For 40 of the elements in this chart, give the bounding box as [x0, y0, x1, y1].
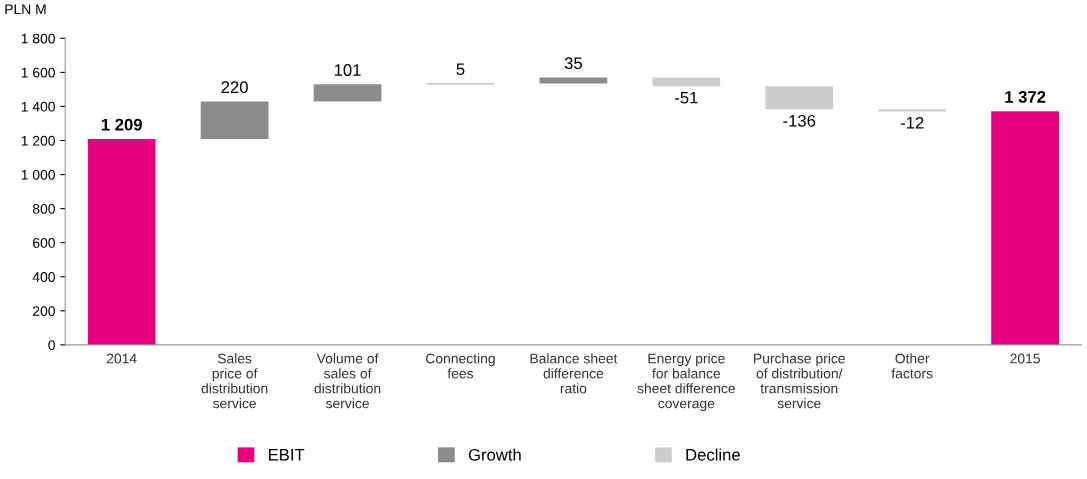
- bar: [539, 77, 608, 84]
- y-tick-label: 600: [33, 238, 55, 248]
- y-tick-label: 1 000: [21, 169, 55, 180]
- bar: [991, 111, 1059, 345]
- data-label: 101: [334, 64, 361, 76]
- x-tick-label: Connecting fees: [426, 353, 495, 379]
- x-tick-label: Sales price of distribution service: [201, 353, 268, 409]
- data-label: 35: [564, 57, 582, 70]
- x-tick-label: Energy price for balance sheet difference coverage: [637, 353, 735, 412]
- x-tick-label: 2015: [1010, 353, 1040, 364]
- data-label: 1 209: [101, 118, 142, 131]
- y-tick-label: 400: [32, 272, 55, 282]
- x-tick-label: Balance sheet difference ratio: [530, 353, 618, 394]
- data-label: -51: [675, 91, 698, 104]
- x-tick-label: Other factors: [891, 353, 933, 379]
- bar: [87, 138, 156, 345]
- bar: [765, 86, 834, 110]
- data-label: -12: [900, 116, 924, 129]
- legend-label: Decline: [686, 448, 740, 461]
- legend-label: Growth: [468, 448, 521, 461]
- y-tick-label: 1 600: [21, 67, 55, 78]
- data-label: 220: [221, 81, 248, 94]
- y-tick-label: 1 200: [21, 135, 55, 146]
- y-tick-label: 200: [33, 306, 55, 316]
- x-tick-label: Volume of sales of distribution service: [314, 353, 381, 409]
- y-axis-title: PLN M: [5, 4, 46, 14]
- data-label: 5: [456, 63, 465, 76]
- x-tick-label: Purchase price of distribution/ transmission service: [754, 353, 845, 409]
- legend-label: EBIT: [269, 449, 305, 461]
- y-tick-label: 800: [32, 203, 55, 214]
- y-tick-label: 1 400: [21, 101, 55, 112]
- bar: [878, 109, 947, 112]
- bar: [313, 84, 382, 102]
- y-tick-label: 0: [48, 340, 55, 351]
- data-label: -136: [783, 114, 816, 127]
- bar: [652, 77, 721, 87]
- x-tick-label: 2014: [106, 353, 137, 364]
- y-tick-label: 1 800: [21, 33, 55, 44]
- bar: [200, 101, 269, 139]
- data-label: 1 372: [1005, 91, 1046, 103]
